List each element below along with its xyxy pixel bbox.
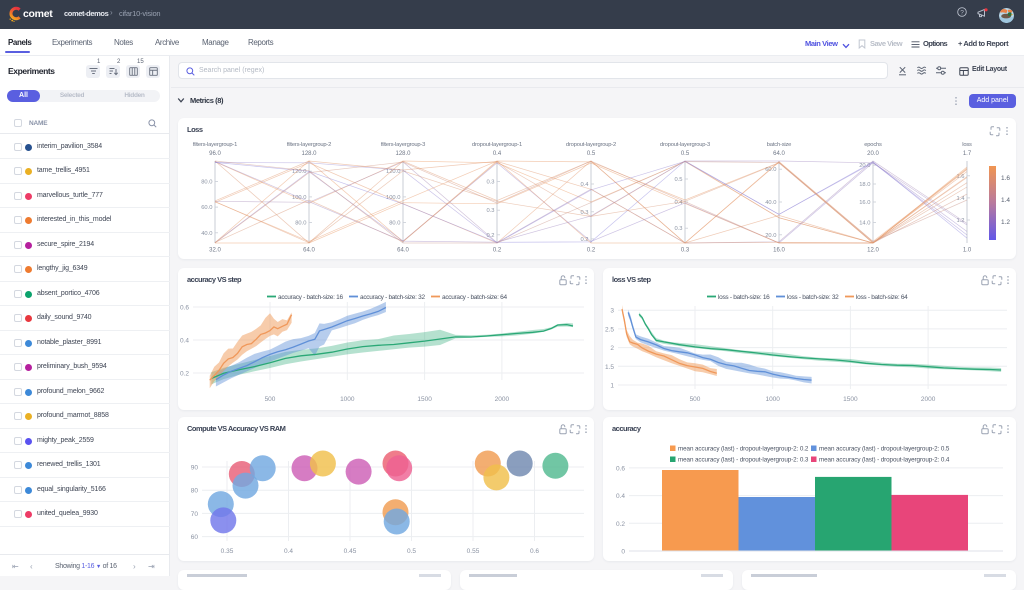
svg-text:0: 0: [621, 549, 625, 556]
svg-text:1000: 1000: [340, 396, 355, 403]
svg-text:1.7: 1.7: [963, 151, 972, 157]
svg-text:60: 60: [191, 534, 199, 541]
svg-text:filters-layergroup-1: filters-layergroup-1: [193, 142, 237, 148]
svg-text:16.0: 16.0: [773, 248, 785, 254]
svg-text:120.0: 120.0: [386, 169, 401, 175]
svg-text:0.3: 0.3: [486, 208, 494, 214]
svg-text:0.2: 0.2: [486, 233, 494, 239]
svg-text:64.0: 64.0: [773, 151, 785, 157]
svg-text:1.6: 1.6: [1001, 175, 1010, 182]
svg-text:0.6: 0.6: [616, 465, 625, 472]
svg-text:90: 90: [191, 465, 199, 472]
svg-text:80: 80: [191, 488, 199, 495]
svg-text:mean accuracy (last) - dropout: mean accuracy (last) - dropout-layergrou…: [819, 446, 950, 453]
svg-text:3: 3: [610, 308, 614, 315]
svg-text:0.35: 0.35: [221, 548, 234, 555]
svg-text:?: ?: [960, 9, 964, 16]
svg-text:40.0: 40.0: [765, 200, 776, 206]
svg-text:14.0: 14.0: [859, 221, 870, 227]
svg-text:16.0: 16.0: [859, 200, 870, 206]
svg-text:1.4: 1.4: [1001, 197, 1010, 204]
svg-text:mean accuracy (last) - dropout: mean accuracy (last) - dropout-layergrou…: [819, 457, 950, 464]
svg-text:1.2: 1.2: [1001, 219, 1010, 226]
svg-text:mean accuracy (last) - dropout: mean accuracy (last) - dropout-layergrou…: [678, 457, 809, 464]
svg-text:0.4: 0.4: [493, 151, 502, 157]
svg-text:accuracy - batch-size: 16: accuracy - batch-size: 16: [278, 294, 343, 301]
svg-text:1.0: 1.0: [963, 248, 972, 254]
svg-text:filters-layergroup-2: filters-layergroup-2: [287, 142, 331, 148]
svg-text:dropout-layergroup-1: dropout-layergroup-1: [472, 142, 522, 148]
svg-text:0.2: 0.2: [616, 521, 625, 528]
svg-text:64.0: 64.0: [303, 248, 315, 254]
svg-text:0.3: 0.3: [681, 248, 690, 254]
svg-text:20.0: 20.0: [765, 233, 776, 239]
svg-text:accuracy - batch-size: 32: accuracy - batch-size: 32: [360, 294, 425, 301]
svg-text:128.0: 128.0: [301, 151, 317, 157]
svg-text:2000: 2000: [921, 396, 936, 403]
svg-text:dropout-layergroup-2: dropout-layergroup-2: [566, 142, 616, 148]
svg-text:0.6: 0.6: [180, 305, 189, 312]
svg-text:70: 70: [191, 511, 199, 518]
svg-text:1: 1: [610, 383, 614, 390]
svg-text:80.0: 80.0: [295, 221, 306, 227]
svg-text:0.2: 0.2: [493, 248, 502, 254]
svg-text:loss - batch-size: 16: loss - batch-size: 16: [718, 294, 770, 301]
svg-text:0.45: 0.45: [344, 548, 357, 555]
svg-text:80.0: 80.0: [201, 180, 212, 186]
svg-text:60.0: 60.0: [201, 205, 212, 211]
svg-text:batch-size: batch-size: [767, 142, 791, 148]
svg-text:128.0: 128.0: [395, 151, 411, 157]
svg-text:0.3: 0.3: [486, 180, 494, 186]
svg-text:1500: 1500: [417, 396, 432, 403]
svg-text:loss - batch-size: 32: loss - batch-size: 32: [787, 294, 839, 301]
svg-text:0.2: 0.2: [180, 371, 189, 378]
svg-text:1.4: 1.4: [956, 196, 965, 202]
svg-text:0.4: 0.4: [616, 493, 625, 500]
svg-text:loss - batch-size: 64: loss - batch-size: 64: [856, 294, 908, 301]
svg-text:0.5: 0.5: [674, 177, 682, 183]
svg-text:60.0: 60.0: [765, 167, 776, 173]
svg-text:0.4: 0.4: [674, 200, 683, 206]
svg-text:0.3: 0.3: [674, 226, 682, 232]
svg-text:18.0: 18.0: [859, 182, 870, 188]
svg-text:mean accuracy (last) - dropout: mean accuracy (last) - dropout-layergrou…: [678, 446, 809, 453]
svg-text:0.5: 0.5: [587, 151, 596, 157]
svg-text:0.4: 0.4: [284, 548, 293, 555]
svg-text:loss: loss: [962, 142, 972, 148]
svg-text:96.0: 96.0: [209, 151, 221, 157]
svg-text:accuracy - batch-size: 64: accuracy - batch-size: 64: [442, 294, 507, 301]
svg-text:0.2: 0.2: [587, 248, 596, 254]
svg-text:80.0: 80.0: [389, 221, 400, 227]
svg-text:12.0: 12.0: [867, 248, 879, 254]
svg-text:0.5: 0.5: [681, 151, 690, 157]
svg-text:1500: 1500: [843, 396, 858, 403]
svg-text:2.5: 2.5: [605, 326, 614, 333]
svg-text:500: 500: [265, 396, 276, 403]
svg-text:100.0: 100.0: [386, 195, 401, 201]
svg-text:20.0: 20.0: [867, 151, 879, 157]
svg-text:0.6: 0.6: [530, 548, 539, 555]
svg-text:filters-layergroup-3: filters-layergroup-3: [381, 142, 425, 148]
svg-text:120.0: 120.0: [292, 169, 307, 175]
svg-text:dropout-layergroup-3: dropout-layergroup-3: [660, 142, 710, 148]
svg-text:epochs: epochs: [864, 142, 882, 148]
svg-text:0.55: 0.55: [467, 548, 480, 555]
svg-text:0.4: 0.4: [180, 338, 189, 345]
svg-text:0.4: 0.4: [580, 182, 589, 188]
svg-text:0.2: 0.2: [580, 237, 588, 243]
svg-text:1.5: 1.5: [605, 364, 614, 371]
svg-text:1000: 1000: [765, 396, 780, 403]
svg-text:2000: 2000: [495, 396, 510, 403]
svg-text:2: 2: [610, 345, 614, 352]
svg-text:32.0: 32.0: [209, 248, 221, 254]
svg-text:500: 500: [690, 396, 701, 403]
svg-text:0.5: 0.5: [407, 548, 416, 555]
svg-text:64.0: 64.0: [397, 248, 409, 254]
svg-text:40.0: 40.0: [201, 231, 212, 237]
